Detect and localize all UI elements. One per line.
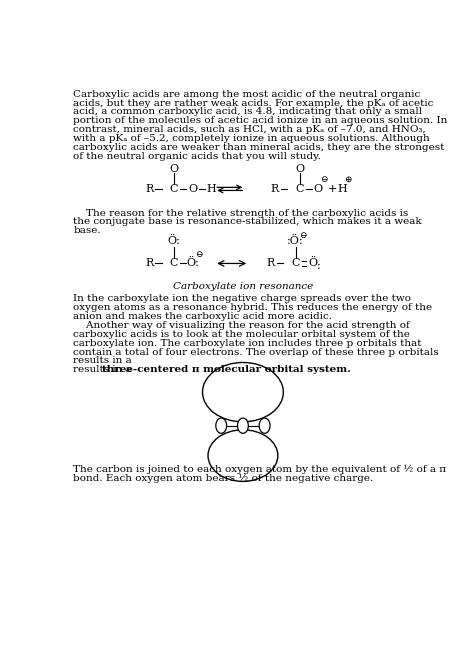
Text: results in a: results in a (73, 356, 135, 365)
Text: the conjugate base is resonance-stabilized, which makes it a weak: the conjugate base is resonance-stabiliz… (73, 217, 422, 226)
Text: C: C (292, 259, 300, 269)
Text: three-centered π molecular orbital system.: three-centered π molecular orbital syste… (102, 365, 351, 375)
Text: Ö:: Ö: (186, 259, 199, 269)
Text: The carbon is joined to each oxygen atom by the equivalent of ½ of a π: The carbon is joined to each oxygen atom… (73, 464, 447, 474)
Text: Another way of visualizing the reason for the acid strength of: Another way of visualizing the reason fo… (73, 321, 410, 330)
Text: O: O (313, 184, 323, 194)
Text: carboxylate ion. The carboxylate ion includes three p orbitals that: carboxylate ion. The carboxylate ion inc… (73, 338, 422, 348)
Text: C: C (295, 184, 304, 194)
Text: O: O (188, 184, 197, 194)
Text: portion of the molecules of acetic acid ionize in an aqueous solution. In: portion of the molecules of acetic acid … (73, 117, 447, 125)
Circle shape (237, 418, 248, 433)
Text: R: R (145, 259, 153, 269)
Text: acids, but they are rather weak acids. For example, the pKₐ of acetic: acids, but they are rather weak acids. F… (73, 98, 434, 108)
Text: C: C (170, 184, 178, 194)
Text: :Ö:: :Ö: (287, 237, 304, 247)
Text: H: H (206, 184, 216, 194)
Text: acid, a common carboxylic acid, is 4.8, indicating that only a small: acid, a common carboxylic acid, is 4.8, … (73, 107, 422, 117)
Text: In the carboxylate ion the negative charge spreads over the two: In the carboxylate ion the negative char… (73, 294, 411, 304)
Text: O: O (261, 421, 268, 430)
Text: Carboxylic acids are among the most acidic of the neutral organic: Carboxylic acids are among the most acid… (73, 90, 420, 98)
Text: C: C (170, 259, 178, 269)
Text: with a pKₐ of –5.2, completely ionize in aqueous solutions. Although: with a pKₐ of –5.2, completely ionize in… (73, 134, 430, 143)
Text: results in a: results in a (73, 365, 135, 375)
Text: contrast, mineral acids, such as HCl, with a pKₐ of –7.0, and HNO₃,: contrast, mineral acids, such as HCl, wi… (73, 125, 426, 134)
Text: bond. Each oxygen atom bears ½ of the negative charge.: bond. Each oxygen atom bears ½ of the ne… (73, 473, 374, 482)
Text: carboxylic acids is to look at the molecular orbital system of the: carboxylic acids is to look at the molec… (73, 330, 410, 339)
Text: ⊖: ⊖ (320, 175, 327, 184)
Text: The reason for the relative strength of the carboxylic acids is: The reason for the relative strength of … (73, 208, 409, 218)
Text: C: C (239, 421, 246, 430)
Circle shape (216, 418, 227, 433)
Text: O: O (218, 421, 225, 430)
Circle shape (259, 418, 270, 433)
Text: contain a total of four electrons. The overlap of these three p orbitals: contain a total of four electrons. The o… (73, 348, 439, 356)
Text: R: R (145, 184, 153, 194)
Text: oxygen atoms as a resonance hybrid. This reduces the energy of the: oxygen atoms as a resonance hybrid. This… (73, 304, 432, 312)
Text: R: R (267, 259, 275, 269)
Text: :: : (317, 261, 321, 271)
Text: Ö:: Ö: (167, 237, 181, 247)
Text: O: O (295, 164, 304, 174)
Text: Ö: Ö (308, 259, 317, 269)
Text: ⊕: ⊕ (344, 175, 351, 184)
Text: of the neutral organic acids that you will study.: of the neutral organic acids that you wi… (73, 151, 321, 161)
Text: carboxylic acids are weaker than mineral acids, they are the strongest: carboxylic acids are weaker than mineral… (73, 143, 445, 152)
Text: O: O (169, 164, 179, 174)
Text: +: + (328, 184, 337, 194)
Text: H: H (337, 184, 347, 194)
Text: R: R (271, 184, 279, 194)
Text: anion and makes the carboxylic acid more acidic.: anion and makes the carboxylic acid more… (73, 312, 332, 321)
Text: ⊖: ⊖ (195, 250, 202, 259)
Text: ⊖: ⊖ (299, 230, 306, 240)
Text: Carboxylate ion resonance: Carboxylate ion resonance (173, 281, 313, 291)
Text: base.: base. (73, 226, 101, 235)
